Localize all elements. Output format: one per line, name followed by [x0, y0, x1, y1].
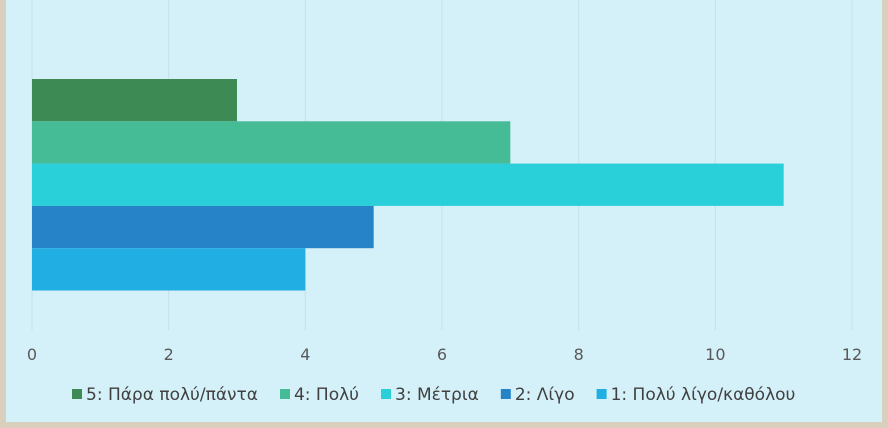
bar: [32, 205, 374, 249]
legend-label: 3: Μέτρια: [395, 385, 479, 405]
x-tick-label: 4: [300, 345, 310, 364]
legend-label: 2: Λίγο: [515, 385, 575, 405]
x-tick-label: 0: [27, 345, 37, 364]
legend-label: 5: Πάρα πολύ/πάντα: [86, 385, 258, 405]
x-tick-label: 12: [842, 345, 862, 364]
bar: [32, 79, 237, 122]
legend-swatch: [381, 389, 392, 399]
legend-swatch: [279, 389, 290, 399]
x-tick-label: 6: [437, 345, 447, 364]
legend-label: 4: Πολύ: [294, 385, 359, 405]
bar: [32, 163, 784, 206]
legend-label: 1: Πολύ λίγο/καθόλου: [611, 385, 796, 405]
legend: 5: Πάρα πολύ/πάντα 4: Πολύ 3: Μέτρια 2: Λίγ…: [72, 385, 795, 405]
legend-swatch: [596, 389, 607, 399]
chart-area: 0 2 4 6 8 10 12 5: Πάρα πολύ/πάντα 4: Πολύ 3: Μέ…: [6, 0, 882, 422]
bar: [32, 248, 306, 291]
legend-swatch: [500, 389, 511, 399]
x-tick-label: 10: [705, 345, 725, 364]
bars: [32, 79, 784, 291]
x-tick-label: 2: [164, 345, 174, 364]
bar-chart: 0 2 4 6 8 10 12 5: Πάρα πολύ/πάντα 4: Πολύ 3: Μέ…: [27, 0, 862, 405]
bar: [32, 121, 511, 164]
x-axis-ticks: 0 2 4 6 8 10 12: [27, 345, 862, 364]
x-tick-label: 8: [574, 345, 584, 364]
legend-swatch: [72, 389, 82, 399]
